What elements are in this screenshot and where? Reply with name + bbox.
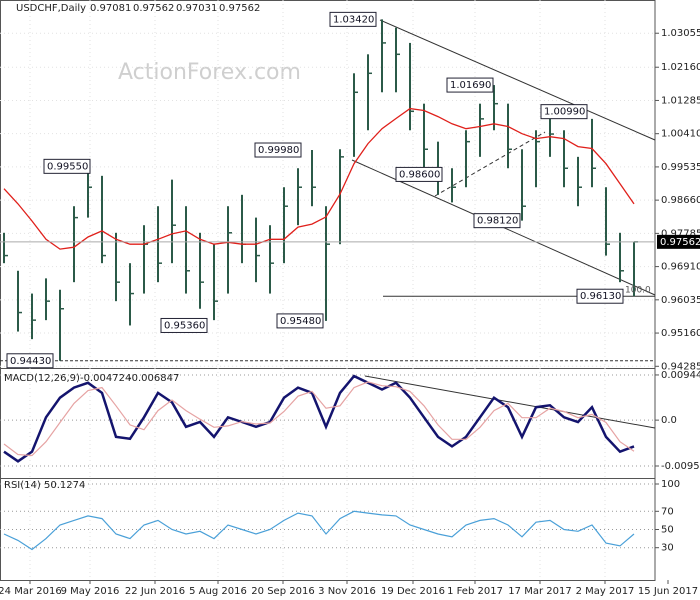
- indicator-line: [3, 374, 635, 463]
- annotation-label: 0.95360: [164, 320, 205, 331]
- header-value: 0.97081: [90, 3, 131, 14]
- y-tick-label: 50: [661, 525, 674, 536]
- y-tick-label: 1.00410: [661, 129, 700, 140]
- annotation-label: 1.03420: [333, 14, 374, 25]
- annotation-label: 1.00990: [544, 107, 585, 118]
- y-tick-label: 0.96035: [661, 295, 700, 306]
- y-tick-label: 0.009446: [661, 370, 700, 381]
- header-value: 50.1274: [44, 480, 85, 491]
- y-tick-label: 0.94285: [661, 361, 700, 372]
- annotation-box: [446, 77, 494, 93]
- annotation-box: [254, 142, 302, 158]
- y-tick-label: 1.01285: [661, 95, 700, 106]
- last-price-box: [657, 234, 700, 249]
- x-tick-label: 22 Jun 2016: [125, 586, 185, 597]
- trendline: [364, 375, 656, 429]
- y-tick-label: 1.03055: [661, 28, 700, 39]
- trendline: [434, 131, 546, 197]
- header-value: -0.006847: [128, 373, 179, 384]
- annotation-box: [43, 158, 91, 174]
- y-tick-label: -0.009588: [661, 461, 700, 472]
- annotation-box: [395, 166, 443, 182]
- annotation-label: 0.95480: [280, 316, 321, 327]
- last-price-label: 0.97562: [660, 237, 700, 248]
- x-tick-label: 3 Nov 2016: [318, 586, 376, 597]
- header-value: 0.97031: [176, 3, 217, 14]
- annotation-box: [473, 213, 521, 229]
- header-value: 0.97562: [219, 3, 260, 14]
- annotation-box: [160, 317, 208, 333]
- annotation-box: [276, 313, 324, 329]
- x-tick-label: 24 Mar 2016: [0, 586, 62, 597]
- x-tick-label: 19 Dec 2016: [381, 586, 445, 597]
- y-tick-label: 0.99535: [661, 162, 700, 173]
- y-tick-label: 0.97785: [661, 228, 700, 239]
- y-tick-label: 1.02160: [661, 62, 700, 73]
- moving-average: [3, 107, 635, 250]
- y-tick-label: 70: [661, 506, 674, 517]
- x-tick-label: 17 Mar 2017: [508, 586, 571, 597]
- annotation-label: 0.99550: [47, 161, 88, 172]
- x-tick-label: 1 Feb 2017: [447, 586, 503, 597]
- y-tick-label: 100: [661, 479, 680, 490]
- annotation-box: [540, 104, 588, 120]
- indicator-line: [3, 510, 635, 551]
- x-tick-label: 15 Jun 2017: [638, 586, 698, 597]
- x-tick-label: 9 May 2016: [61, 586, 120, 597]
- fib-label: 100.0: [625, 286, 651, 296]
- y-tick-label: 0.96910: [661, 262, 700, 273]
- y-tick-label: 30: [661, 543, 674, 554]
- y-tick-label: 0.98660: [661, 195, 700, 206]
- y-tick-label: 0.0: [661, 415, 677, 426]
- indicator-line: [3, 381, 635, 457]
- annotation-box: [329, 11, 377, 27]
- panel-title: MACD(12,26,9): [4, 373, 80, 384]
- annotation-label: 0.98120: [477, 216, 518, 227]
- panel-title: RSI(14): [4, 480, 41, 491]
- watermark: ActionForex.com: [118, 60, 301, 85]
- annotation-box: [576, 288, 624, 304]
- x-tick-label: 2 May 2017: [576, 586, 635, 597]
- x-tick-label: 20 Sep 2016: [251, 586, 314, 597]
- annotation-label: 0.98600: [399, 169, 440, 180]
- annotation-label: 1.01690: [450, 80, 491, 91]
- panel-title: USDCHF,Daily: [16, 3, 86, 14]
- annotation-label: 0.94430: [10, 356, 51, 367]
- annotation-box: [6, 353, 54, 369]
- header-value: 0.97562: [133, 3, 174, 14]
- trendline: [379, 19, 656, 141]
- x-tick-label: 5 Aug 2016: [189, 586, 247, 597]
- header-value: -0.004724: [80, 373, 131, 384]
- y-tick-label: 0.95160: [661, 328, 700, 339]
- annotation-label: 0.99980: [258, 145, 299, 156]
- annotation-label: 0.96130: [580, 291, 621, 302]
